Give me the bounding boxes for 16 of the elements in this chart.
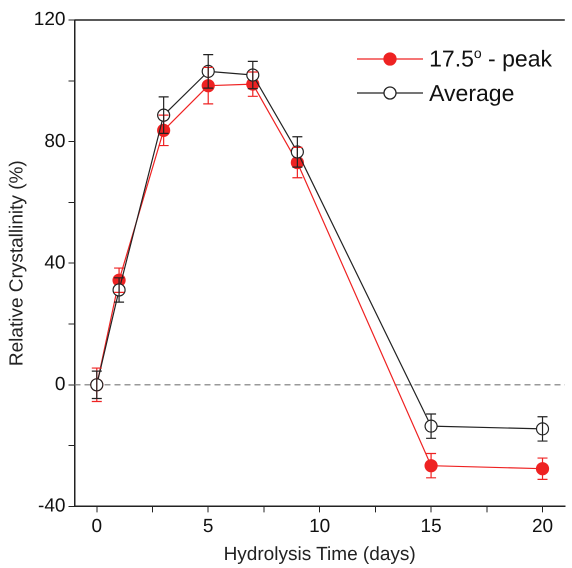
y-tick-label: 120	[34, 9, 66, 30]
y-tick-label: -40	[38, 496, 66, 517]
legend-label: Average	[429, 80, 514, 106]
legend-label: 17.5$^{o}$ - peak	[429, 45, 552, 73]
x-tick-label: 20	[532, 516, 554, 538]
point	[424, 459, 438, 472]
x-tick-label: 10	[309, 516, 330, 538]
y-tick-label: 0	[54, 374, 66, 396]
y-tick-label: 40	[44, 252, 66, 274]
y-axis-title: Relative Crystallinity (%)	[6, 160, 28, 366]
x-tick-label: 0	[92, 516, 102, 538]
point	[536, 462, 550, 476]
x-tick-label: 5	[202, 516, 214, 538]
y-tick-label: 80	[44, 130, 66, 152]
x-axis-title: Hydrolysis Time (days)	[224, 544, 416, 565]
x-tick-label: 15	[420, 516, 442, 538]
